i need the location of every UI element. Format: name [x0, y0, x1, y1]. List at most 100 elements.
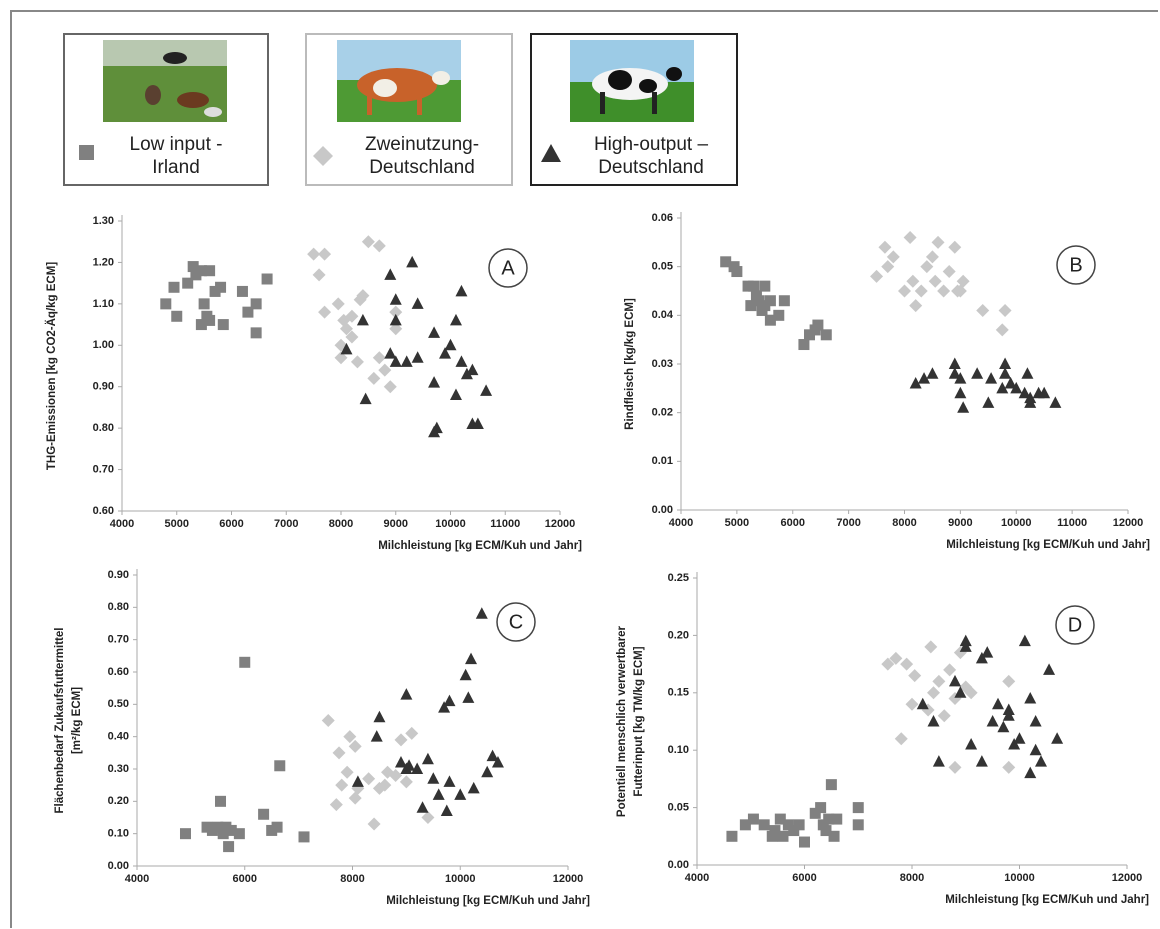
x-axis-label: Milchleistung [kg ECM/Kuh und Jahr]	[378, 540, 582, 552]
y-tick-label: 0.20	[668, 629, 689, 641]
point	[943, 663, 956, 676]
x-tick-label: 4000	[110, 518, 134, 530]
y-tick-label: 0.00	[108, 860, 129, 872]
point	[929, 275, 942, 288]
point	[765, 295, 776, 306]
point	[468, 782, 480, 794]
x-tick-label: 4000	[685, 872, 709, 884]
point	[981, 646, 993, 658]
point	[455, 285, 467, 297]
point	[373, 351, 386, 364]
y-tick-label: 0.03	[652, 358, 673, 370]
point	[406, 256, 418, 267]
photo	[103, 40, 227, 122]
x-tick-label: 4000	[669, 517, 693, 529]
point	[351, 355, 364, 368]
x-tick-label: 10000	[435, 518, 466, 530]
y-tick-label: 0.00	[652, 504, 673, 516]
point	[1024, 767, 1036, 779]
x-tick-label: 5000	[165, 518, 189, 530]
x-tick-label: 12000	[1112, 872, 1143, 884]
point	[812, 320, 823, 331]
legend-entry: Zweinutzung- Deutschland	[305, 33, 513, 186]
y-tick-label: 0.06	[652, 212, 673, 224]
x-tick-label: 8000	[900, 872, 924, 884]
point	[313, 268, 326, 281]
point	[759, 281, 770, 292]
point	[362, 772, 375, 785]
x-tick-label: 4000	[125, 873, 149, 885]
x-tick-label: 12000	[553, 873, 584, 885]
point	[427, 772, 439, 784]
y-tick-label: 0.25	[668, 572, 689, 584]
point	[465, 653, 477, 665]
x-tick-label: 10000	[1001, 517, 1032, 529]
panel-label: A	[501, 257, 515, 279]
point	[1002, 761, 1015, 774]
point	[215, 282, 226, 293]
point	[368, 817, 381, 830]
x-tick-label: 6000	[792, 872, 816, 884]
point	[1024, 692, 1036, 704]
point	[218, 319, 229, 330]
point	[318, 306, 331, 319]
point	[908, 669, 921, 682]
point	[394, 733, 407, 746]
point	[948, 241, 961, 254]
point	[274, 760, 285, 771]
legend-entry: High-output – Deutschland	[530, 33, 738, 186]
point	[938, 709, 951, 722]
y-tick-label: 0.10	[108, 828, 129, 840]
point	[196, 265, 207, 276]
point	[943, 265, 956, 278]
point	[748, 814, 759, 825]
point	[927, 686, 940, 699]
legend-label: Zweinutzung- Deutschland	[337, 133, 507, 179]
point	[976, 304, 989, 317]
y-tick-label: 0.02	[652, 407, 673, 419]
point	[234, 828, 245, 839]
point	[965, 738, 977, 750]
point	[476, 607, 488, 619]
y-tick-label: 0.70	[93, 463, 114, 475]
point	[390, 293, 402, 305]
point	[898, 285, 911, 298]
point	[853, 802, 864, 813]
point	[378, 364, 391, 377]
panel-label: C	[509, 611, 523, 633]
point	[949, 675, 961, 687]
point	[996, 323, 1009, 336]
panel-label: D	[1068, 614, 1082, 636]
point	[815, 802, 826, 813]
legend-label: High-output – Deutschland	[566, 133, 736, 179]
point	[371, 730, 383, 742]
point	[428, 376, 440, 388]
point	[367, 372, 380, 385]
point	[954, 387, 966, 399]
point	[258, 809, 269, 820]
legend-marker	[77, 143, 97, 163]
point	[443, 775, 455, 787]
point	[373, 239, 386, 252]
point	[332, 297, 345, 310]
y-tick-label: 0.00	[668, 859, 689, 871]
x-tick-label: 12000	[545, 518, 576, 530]
x-tick-label: 11000	[490, 518, 520, 530]
legend-label: Low input - Irland	[101, 133, 251, 179]
point	[481, 766, 493, 778]
x-tick-label: 9000	[384, 518, 408, 530]
point	[909, 299, 922, 312]
x-axis-label: Milchleistung [kg ECM/Kuh und Jahr]	[386, 895, 590, 907]
point	[982, 396, 994, 408]
y-tick-label: 0.80	[108, 601, 129, 613]
y-axis-label: Futterinput [kg TM/kg ECM]	[633, 646, 645, 796]
point	[333, 746, 346, 759]
point	[798, 339, 809, 350]
point	[272, 822, 283, 833]
x-tick-label: 8000	[892, 517, 916, 529]
point	[171, 311, 182, 322]
point	[971, 367, 983, 379]
point	[904, 231, 917, 244]
point	[239, 657, 250, 668]
point	[466, 364, 478, 376]
